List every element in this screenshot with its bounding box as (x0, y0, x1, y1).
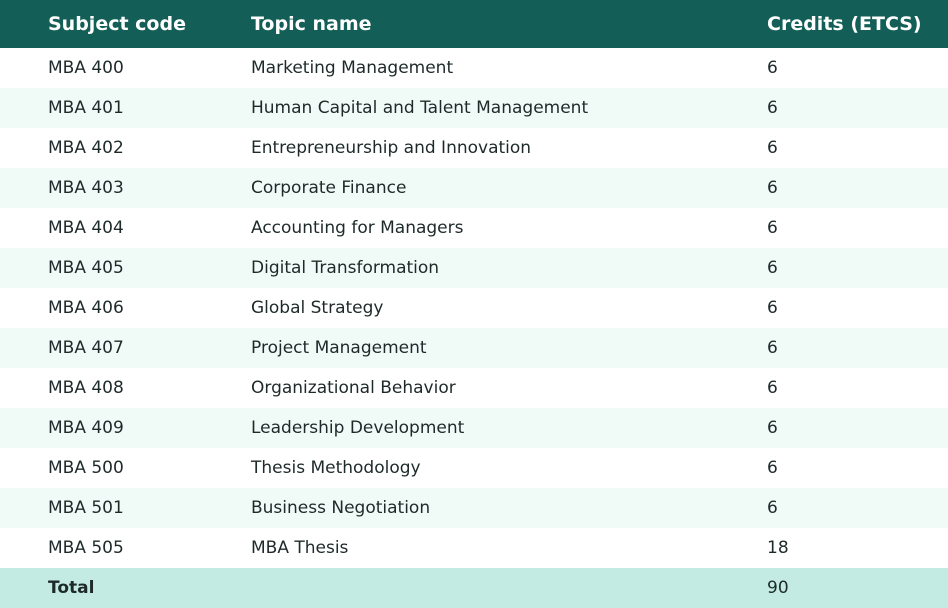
topic-name-cell: Digital Transformation (251, 258, 440, 278)
table-row: MBA 408 Organizational Behavior 6 (0, 368, 948, 408)
table-row: MBA 406 Global Strategy 6 (0, 288, 948, 328)
table-row: MBA 401 Human Capital and Talent Managem… (0, 88, 948, 128)
topic-name-cell: Human Capital and Talent Management (251, 98, 589, 118)
subject-code-cell: MBA 500 (48, 458, 124, 478)
subject-code-cell: MBA 404 (48, 218, 124, 238)
subject-code-cell: MBA 407 (48, 338, 124, 358)
table-row: MBA 403 Corporate Finance 6 (0, 168, 948, 208)
topic-name-cell: Project Management (251, 338, 427, 358)
credits-cell: 6 (767, 178, 778, 198)
subject-code-cell: MBA 405 (48, 258, 124, 278)
table-row: MBA 500 Thesis Methodology 6 (0, 448, 948, 488)
subject-code-cell: MBA 400 (48, 58, 124, 78)
credits-cell: 18 (767, 538, 789, 558)
topic-name-cell: Entrepreneurship and Innovation (251, 138, 532, 158)
table-row: MBA 400 Marketing Management 6 (0, 48, 948, 88)
credits-cell: 6 (767, 258, 778, 278)
table-row: MBA 404 Accounting for Managers 6 (0, 208, 948, 248)
credits-cell: 6 (767, 58, 778, 78)
topic-name-cell: Marketing Management (251, 58, 454, 78)
table-header: Subject code Topic name Credits (ETCS) (0, 0, 948, 48)
topic-name-cell: Accounting for Managers (251, 218, 464, 238)
table-row: MBA 501 Business Negotiation 6 (0, 488, 948, 528)
header-topic-name: Topic name (251, 13, 372, 35)
credits-cell: 6 (767, 498, 778, 518)
credits-cell: 6 (767, 378, 778, 398)
topic-name-cell: Corporate Finance (251, 178, 407, 198)
credits-cell: 6 (767, 98, 778, 118)
topic-name-cell: Thesis Methodology (251, 458, 421, 478)
total-row: Total 90 (0, 568, 948, 608)
subject-code-cell: MBA 505 (48, 538, 124, 558)
subject-code-cell: MBA 406 (48, 298, 124, 318)
header-subject-code: Subject code (48, 13, 186, 35)
credits-cell: 6 (767, 458, 778, 478)
credits-cell: 6 (767, 138, 778, 158)
topic-name-cell: Global Strategy (251, 298, 384, 318)
table-row: MBA 405 Digital Transformation 6 (0, 248, 948, 288)
topic-name-cell: Business Negotiation (251, 498, 431, 518)
subject-code-cell: MBA 403 (48, 178, 124, 198)
subject-code-cell: MBA 408 (48, 378, 124, 398)
topic-name-cell: MBA Thesis (251, 538, 349, 558)
topic-name-cell: Leadership Development (251, 418, 465, 438)
subject-code-cell: MBA 501 (48, 498, 124, 518)
table-row: MBA 402 Entrepreneurship and Innovation … (0, 128, 948, 168)
total-label: Total (48, 578, 95, 598)
credits-cell: 6 (767, 338, 778, 358)
credits-cell: 6 (767, 298, 778, 318)
subject-code-cell: MBA 401 (48, 98, 124, 118)
credits-cell: 6 (767, 418, 778, 438)
header-credits: Credits (ETCS) (767, 13, 922, 35)
subject-code-cell: MBA 402 (48, 138, 124, 158)
total-credits: 90 (767, 578, 789, 598)
subject-code-cell: MBA 409 (48, 418, 124, 438)
credits-cell: 6 (767, 218, 778, 238)
topic-name-cell: Organizational Behavior (251, 378, 456, 398)
table-row: MBA 407 Project Management 6 (0, 328, 948, 368)
table-row: MBA 409 Leadership Development 6 (0, 408, 948, 448)
table-row: MBA 505 MBA Thesis 18 (0, 528, 948, 568)
